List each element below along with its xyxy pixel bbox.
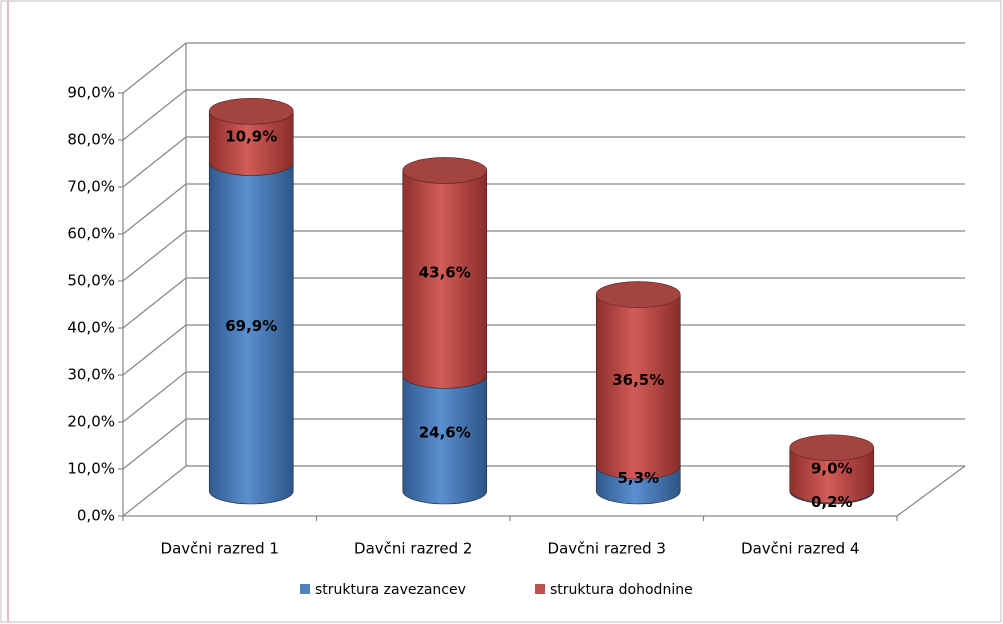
x-tick-label: Davčni razred 3 <box>548 540 666 558</box>
cylinder-segment <box>208 110 294 176</box>
cylinder-segment <box>402 170 488 389</box>
legend-label: struktura zavezancev <box>315 582 466 598</box>
y-tick-label: 60,0% <box>67 225 115 243</box>
cylinder-cap <box>208 97 294 125</box>
x-tick-label: Davčni razred 4 <box>741 540 859 558</box>
legend-swatch <box>535 584 545 594</box>
y-tick-label: 90,0% <box>67 84 115 102</box>
y-tick-label: 50,0% <box>67 272 115 290</box>
y-tick-label: 80,0% <box>67 131 115 149</box>
y-tick-label: 20,0% <box>67 413 115 431</box>
y-tick-label: 30,0% <box>67 366 115 384</box>
data-label: 43,6% <box>419 263 471 281</box>
cylinder-segment <box>789 447 875 504</box>
y-tick-label: 70,0% <box>67 178 115 196</box>
cylinder-cap <box>595 281 681 308</box>
legend-label: struktura dohodnine <box>550 582 693 598</box>
y-tick-label: 40,0% <box>67 319 115 337</box>
cylinder-cap <box>789 434 875 462</box>
data-label: 0,2% <box>811 493 853 511</box>
data-label: 69,9% <box>225 317 277 335</box>
y-tick-label: 0,0% <box>77 507 115 525</box>
data-label: 36,5% <box>612 371 664 389</box>
data-label: 5,3% <box>617 469 659 487</box>
cylinder-cap <box>402 157 488 184</box>
data-label: 9,0% <box>811 459 853 477</box>
cylinder-segment <box>402 375 488 505</box>
y-tick-label: 10,0% <box>67 460 115 478</box>
x-tick-label: Davčni razred 1 <box>161 540 279 558</box>
cylinder-segment <box>595 294 681 480</box>
legend-swatch <box>300 584 310 594</box>
data-label: 10,9% <box>225 127 277 145</box>
data-label: 24,6% <box>419 424 471 442</box>
x-tick-label: Davčni razred 2 <box>354 540 472 558</box>
cylinder-segment <box>208 162 294 505</box>
